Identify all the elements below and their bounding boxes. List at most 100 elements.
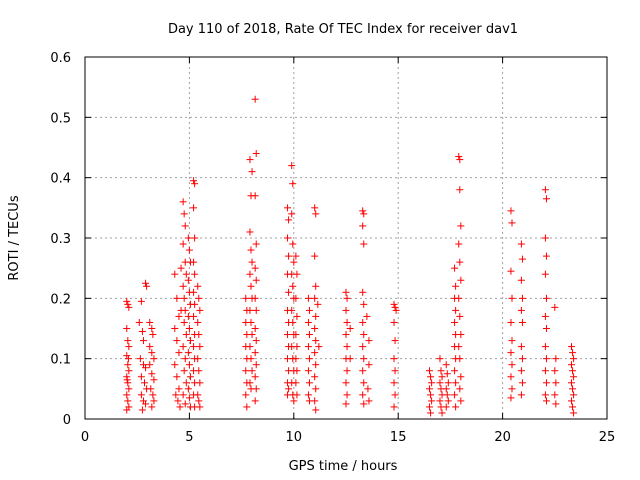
data-point	[305, 379, 313, 387]
data-point	[542, 325, 550, 332]
data-point	[195, 294, 203, 302]
data-point	[314, 300, 322, 308]
data-point	[312, 385, 320, 393]
data-point	[311, 204, 319, 212]
data-point	[541, 391, 549, 399]
data-point	[185, 361, 193, 369]
x-tick-label: 10	[286, 430, 303, 445]
data-point	[365, 397, 373, 405]
y-tick-label: 0.5	[50, 111, 71, 126]
data-point	[542, 252, 550, 260]
data-point	[305, 306, 313, 314]
data-point	[426, 367, 434, 375]
y-tick-labels: 0 0.1 0.2 0.3 0.4 0.5 0.6	[50, 51, 71, 428]
y-axis-label: ROTI / TECUs	[7, 195, 22, 280]
data-point	[518, 379, 526, 387]
data-point	[517, 391, 525, 399]
data-point	[457, 397, 465, 405]
data-point	[179, 282, 187, 290]
data-point	[185, 246, 193, 254]
data-point	[456, 186, 464, 194]
data-point	[251, 325, 259, 332]
data-point	[457, 222, 465, 230]
data-point	[174, 397, 182, 405]
data-point	[196, 306, 204, 314]
data-point	[359, 391, 367, 399]
data-point	[359, 343, 367, 351]
data-point	[507, 349, 515, 357]
data-point	[252, 150, 260, 158]
data-point	[443, 391, 451, 399]
data-point	[569, 403, 577, 411]
data-point	[149, 391, 157, 399]
data-point	[124, 300, 132, 308]
data-point	[442, 361, 450, 369]
data-point	[123, 352, 131, 360]
data-point	[457, 331, 465, 339]
data-point	[304, 367, 312, 375]
data-point	[304, 343, 312, 351]
data-point	[247, 282, 255, 290]
data-point	[342, 331, 350, 339]
data-point	[359, 367, 367, 375]
data-point	[517, 276, 525, 284]
data-point	[148, 370, 156, 378]
data-point	[343, 343, 351, 351]
data-point	[246, 379, 254, 387]
data-point	[541, 186, 549, 194]
data-point	[139, 337, 147, 345]
data-point	[456, 156, 464, 164]
data-point	[182, 270, 190, 278]
data-point	[451, 391, 459, 399]
data-point	[551, 303, 559, 311]
data-point	[392, 306, 400, 314]
data-point	[195, 367, 203, 375]
data-point	[142, 364, 150, 372]
data-point	[456, 385, 464, 393]
data-point	[390, 300, 398, 308]
data-point	[312, 210, 320, 218]
y-tick-label: 0	[63, 413, 71, 428]
data-point	[243, 403, 251, 411]
data-point	[175, 312, 183, 320]
data-point	[568, 361, 576, 369]
data-point	[457, 373, 465, 381]
data-point	[342, 306, 350, 314]
data-point	[290, 258, 298, 266]
data-point	[552, 379, 560, 387]
data-point	[343, 294, 351, 302]
data-point	[518, 355, 526, 363]
y-tick-label: 0.1	[50, 353, 71, 368]
data-point	[360, 240, 368, 248]
data-point	[444, 379, 452, 387]
data-point	[175, 385, 183, 393]
data-point	[142, 279, 150, 287]
data-point	[427, 409, 435, 417]
data-point	[436, 397, 444, 405]
data-point	[184, 385, 192, 393]
data-point	[305, 331, 313, 339]
data-point	[508, 385, 516, 393]
y-tick-label: 0.4	[50, 172, 71, 187]
data-point	[181, 355, 189, 363]
data-point	[137, 297, 145, 305]
data-point	[124, 337, 132, 345]
data-point	[541, 312, 549, 320]
data-point	[196, 379, 204, 387]
data-point	[125, 303, 133, 311]
data-point	[365, 337, 373, 345]
data-point	[251, 294, 259, 302]
data-point	[252, 306, 260, 314]
data-point	[551, 391, 559, 399]
data-point	[518, 318, 526, 326]
x-tick-label: 5	[185, 430, 193, 445]
data-point	[507, 318, 515, 326]
data-point	[568, 379, 576, 387]
data-point	[186, 337, 194, 345]
data-point	[293, 367, 301, 375]
data-point	[311, 373, 319, 381]
data-point	[390, 355, 398, 363]
data-point	[570, 409, 578, 417]
data-point	[507, 267, 515, 275]
data-point	[173, 294, 181, 302]
